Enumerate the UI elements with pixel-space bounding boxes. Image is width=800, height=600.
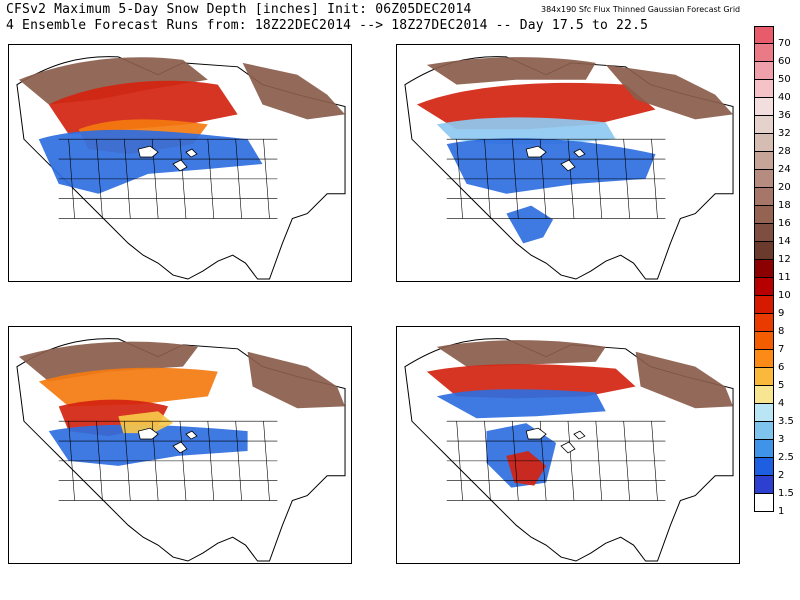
snow-depth-region (38, 367, 218, 407)
scale-swatch (754, 224, 774, 242)
scale-label: 3.5 (778, 416, 794, 427)
forecast-panel-4 (396, 326, 740, 564)
scale-label: 10 (778, 290, 791, 301)
north-america-map (404, 338, 734, 562)
scale-swatch (754, 440, 774, 458)
scale-swatch (754, 44, 774, 62)
scale-swatch (754, 116, 774, 134)
snow-depth-region (18, 57, 208, 105)
scale-swatch (754, 62, 774, 80)
scale-label: 4 (778, 398, 785, 409)
scale-label: 36 (778, 110, 791, 121)
scale-label: 60 (778, 56, 791, 67)
scale-swatch (754, 170, 774, 188)
scale-swatch (754, 350, 774, 368)
scale-label: 14 (778, 236, 791, 247)
forecast-panel-1 (8, 44, 352, 282)
state-borders (58, 138, 278, 219)
scale-swatch (754, 152, 774, 170)
scale-label: 7 (778, 344, 785, 355)
snow-depth-region (48, 424, 248, 466)
scale-label: 24 (778, 164, 791, 175)
great-lakes (137, 145, 198, 172)
state-borders (446, 138, 666, 219)
scale-label: 12 (778, 254, 791, 265)
scale-label: 16 (778, 218, 791, 229)
snow-depth-region (48, 80, 238, 135)
scale-label: 40 (778, 92, 791, 103)
scale-label: 8 (778, 326, 785, 337)
north-america-map (16, 56, 346, 280)
scale-label: 5 (778, 380, 785, 391)
scale-swatch (754, 476, 774, 494)
scale-swatch (754, 134, 774, 152)
snow-depth-region (38, 129, 263, 194)
scale-swatch (754, 98, 774, 116)
scale-label: 18 (778, 200, 791, 211)
grid-subtitle: 384x190 Sfc Flux Thinned Gaussian Foreca… (541, 5, 741, 14)
snow-depth-region (436, 340, 606, 367)
north-america-map (16, 338, 346, 562)
scale-swatch (754, 296, 774, 314)
scale-label: 1 (778, 506, 785, 517)
scale-label: 6 (778, 362, 785, 373)
forecast-runs-title: 4 Ensemble Forecast Runs from: 18Z22DEC2… (6, 18, 649, 33)
great-lakes (137, 427, 198, 454)
snow-depth-region (605, 64, 734, 120)
north-america-map (404, 56, 734, 280)
scale-swatch (754, 494, 774, 512)
snow-depth-region (247, 351, 346, 409)
scale-swatch (754, 368, 774, 386)
scale-swatch (754, 386, 774, 404)
snow-depth-region (635, 351, 734, 409)
state-borders (58, 420, 278, 501)
scale-swatch (754, 404, 774, 422)
scale-label: 1.5 (778, 488, 794, 499)
scale-swatch (754, 332, 774, 350)
snow-depth-region (118, 411, 174, 434)
scale-label: 50 (778, 74, 791, 85)
forecast-panel-3 (8, 326, 352, 564)
scale-swatch (754, 314, 774, 332)
scale-label: 3 (778, 434, 785, 445)
snow-depth-region (446, 138, 656, 194)
scale-label: 28 (778, 146, 791, 157)
scale-swatch (754, 458, 774, 476)
scale-label: 2.5 (778, 452, 794, 463)
snow-depth-region (18, 341, 198, 382)
scale-swatch (754, 80, 774, 98)
snow-depth-region (436, 117, 616, 145)
scale-label: 11 (778, 272, 791, 283)
scale-swatch (754, 206, 774, 224)
map-title: CFSv2 Maximum 5-Day Snow Depth [inches] … (6, 2, 472, 17)
snow-depth-region (426, 364, 636, 399)
scale-label: 20 (778, 182, 791, 193)
great-lakes (525, 145, 586, 172)
snow-depth-region (416, 82, 656, 130)
snow-depth-region (436, 389, 606, 419)
forecast-panel-2 (396, 44, 740, 282)
snow-depth-region (242, 62, 346, 120)
scale-swatch (754, 242, 774, 260)
scale-label: 32 (778, 128, 791, 139)
scale-swatch (754, 26, 774, 44)
state-borders (446, 420, 666, 501)
great-lakes (525, 427, 586, 454)
scale-swatch (754, 260, 774, 278)
scale-label: 2 (778, 470, 785, 481)
scale-swatch (754, 278, 774, 296)
scale-swatch (754, 422, 774, 440)
scale-swatch (754, 188, 774, 206)
snow-depth-region (426, 57, 596, 85)
scale-label: 70 (778, 38, 791, 49)
scale-label: 9 (778, 308, 785, 319)
